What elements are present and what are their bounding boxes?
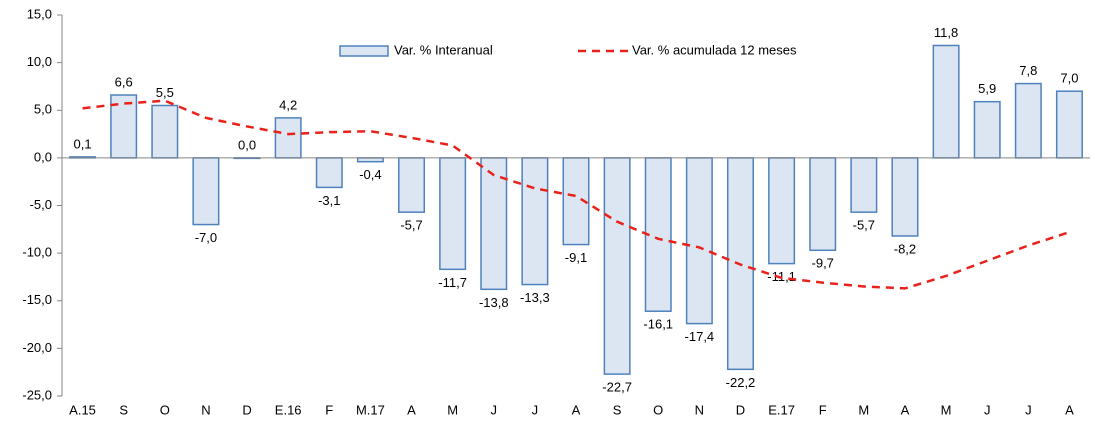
- x-tick-label: F: [325, 402, 333, 417]
- y-tick-label: -25,0: [22, 387, 52, 402]
- data-label: -13,8: [479, 295, 509, 310]
- legend-label: Var. % acumulada 12 meses: [632, 42, 797, 57]
- data-label: 4,2: [279, 97, 297, 112]
- bar: [973, 100, 1001, 159]
- data-label: 11,8: [934, 25, 958, 40]
- data-label: 0,1: [74, 136, 92, 151]
- x-tick-label: A: [901, 402, 910, 417]
- x-tick-label: A.15: [69, 402, 96, 417]
- bar: [891, 157, 919, 237]
- x-tick-label: A: [407, 402, 416, 417]
- x-tick-label: D: [736, 402, 745, 417]
- y-tick-label: -20,0: [22, 340, 52, 355]
- data-label: 0,0: [238, 137, 256, 152]
- x-tick-label: M: [941, 402, 952, 417]
- x-tick-label: J: [491, 402, 498, 417]
- bar: [192, 157, 220, 226]
- bar: [603, 157, 631, 375]
- bar: [439, 157, 467, 271]
- bar: [1014, 82, 1042, 159]
- bar: [932, 44, 960, 159]
- x-tick-label: J: [1025, 402, 1032, 417]
- data-label: -8,2: [894, 241, 916, 256]
- x-tick-label: O: [160, 402, 170, 417]
- x-tick-label: E.16: [275, 402, 302, 417]
- x-tick-label: O: [653, 402, 663, 417]
- x-tick-label: J: [984, 402, 991, 417]
- bar: [809, 157, 837, 252]
- y-tick-label: 10,0: [27, 54, 52, 69]
- line: [82, 99, 1070, 290]
- data-label: -13,3: [520, 290, 550, 305]
- data-label: -3,1: [318, 193, 340, 208]
- bar: [521, 157, 549, 286]
- bar: [356, 157, 384, 163]
- x-tick-label: N: [201, 402, 210, 417]
- data-label: -5,7: [400, 218, 422, 233]
- data-label: -16,1: [643, 317, 673, 332]
- bar: [1055, 90, 1083, 159]
- data-label: -5,7: [853, 218, 875, 233]
- x-tick-label: D: [242, 402, 251, 417]
- data-label: -7,0: [195, 230, 217, 245]
- legend-swatch: [339, 45, 389, 57]
- data-label: 7,0: [1060, 71, 1078, 86]
- y-tick-label: 0,0: [34, 149, 52, 164]
- data-label: -11,7: [438, 275, 467, 290]
- data-label: -11,1: [767, 269, 796, 284]
- x-tick-label: A: [572, 402, 581, 417]
- y-tick-label: 15,0: [27, 6, 52, 21]
- bar: [151, 104, 179, 159]
- bar: [850, 157, 878, 213]
- x-tick-label: F: [819, 402, 827, 417]
- data-label: 7,8: [1019, 63, 1037, 78]
- bar: [685, 157, 713, 325]
- x-tick-label: E.17: [768, 402, 795, 417]
- data-label: -22,7: [602, 380, 632, 395]
- bar: [315, 157, 343, 189]
- data-label: 6,6: [115, 74, 133, 89]
- bar: [274, 117, 302, 159]
- x-tick-label: M: [447, 402, 458, 417]
- bar: [398, 157, 426, 213]
- legend-label: Var. % Interanual: [394, 42, 493, 57]
- data-label: -22,2: [726, 375, 756, 390]
- data-label: 5,5: [156, 85, 174, 100]
- data-label: 5,9: [978, 81, 996, 96]
- y-tick-label: -5,0: [30, 197, 52, 212]
- x-tick-label: A: [1065, 402, 1074, 417]
- x-tick-label: M.17: [356, 402, 385, 417]
- x-tick-label: S: [613, 402, 622, 417]
- x-tick-label: S: [119, 402, 128, 417]
- data-label: -17,4: [685, 329, 715, 344]
- bar: [768, 157, 796, 265]
- data-label: -9,7: [812, 256, 834, 271]
- y-tick-label: -10,0: [22, 245, 52, 260]
- data-label: -9,1: [565, 250, 587, 265]
- x-tick-label: N: [695, 402, 704, 417]
- y-tick-label: 5,0: [34, 102, 52, 117]
- data-label: -0,4: [359, 167, 381, 182]
- x-tick-label: M: [858, 402, 869, 417]
- x-tick-label: J: [532, 402, 539, 417]
- y-tick-label: -15,0: [22, 292, 52, 307]
